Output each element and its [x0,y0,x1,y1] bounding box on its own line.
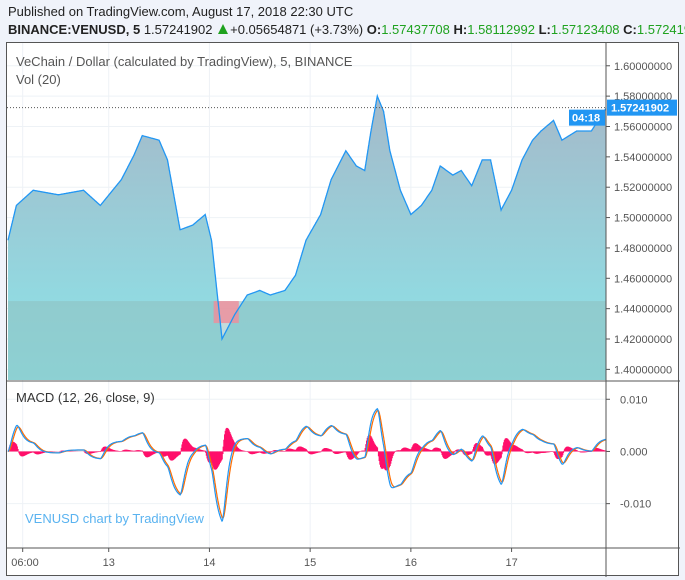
price-tick-label: 1.52000000 [614,182,672,194]
countdown-label: 04:18 [572,113,600,125]
volume-label: Vol (20) [16,72,61,87]
volume-bar-down [213,301,239,324]
chart-canvas[interactable]: 1.600000001.580000001.560000001.54000000… [7,43,680,577]
time-tick-label: 15 [304,557,316,569]
close-value: 1.57241902 [636,22,685,37]
high-value: 1.58112992 [467,22,535,37]
price-tick-label: 1.44000000 [614,304,672,316]
close-label: C: [623,22,637,37]
symbol-info: BINANCE:VENUSD, 5 1.57241902 +0.05654871… [8,22,685,37]
price-tick-label: 1.50000000 [614,213,672,225]
time-tick-label: 14 [203,557,215,569]
watermark: VENUSD chart by TradingView [25,511,204,526]
price-line [7,93,607,342]
macd-tick-label: -0.010 [620,499,651,511]
price-tick-label: 1.60000000 [614,61,672,73]
low-value: 1.57123408 [550,22,620,37]
up-arrow-icon [218,24,229,34]
published-line: Published on TradingView.com, August 17,… [8,4,354,19]
pane-title: VeChain / Dollar (calculated by TradingV… [16,54,353,69]
price-tag [607,99,677,116]
symbol: BINANCE:VENUSD, 5 [8,22,141,37]
time-tick-label: 16 [405,557,417,569]
low-label: L: [538,22,551,37]
countdown-tag [569,109,605,126]
macd-tick-label: 0.000 [620,446,648,458]
price-tick-label: 1.56000000 [614,121,672,133]
macd-line [7,407,607,523]
volume-bars [8,301,606,380]
last-price: 1.57241902 [143,22,213,37]
time-tick-label: 17 [505,557,517,569]
price-tick-label: 1.46000000 [614,273,672,285]
open-value: 1.57437708 [381,22,450,37]
price-tick-label: 1.42000000 [614,334,672,346]
price-tag-label: 1.57241902 [611,103,669,115]
macd-label: MACD (12, 26, close, 9) [16,390,155,405]
price-tick-label: 1.54000000 [614,152,672,164]
change: +0.05654871 (+3.73%) [230,22,364,37]
open-label: O: [366,22,382,37]
high-label: H: [453,22,468,37]
price-tick-label: 1.48000000 [614,243,672,255]
chart-frame[interactable]: 1.60000000 1.58000000 1.56000000 1.54000000… [6,42,680,577]
time-tick-label: 13 [103,557,115,569]
macd-tick-label: 0.010 [620,394,648,406]
time-tick-label: 06:00 [11,557,39,569]
price-tick-label: 1.40000000 [614,364,672,376]
